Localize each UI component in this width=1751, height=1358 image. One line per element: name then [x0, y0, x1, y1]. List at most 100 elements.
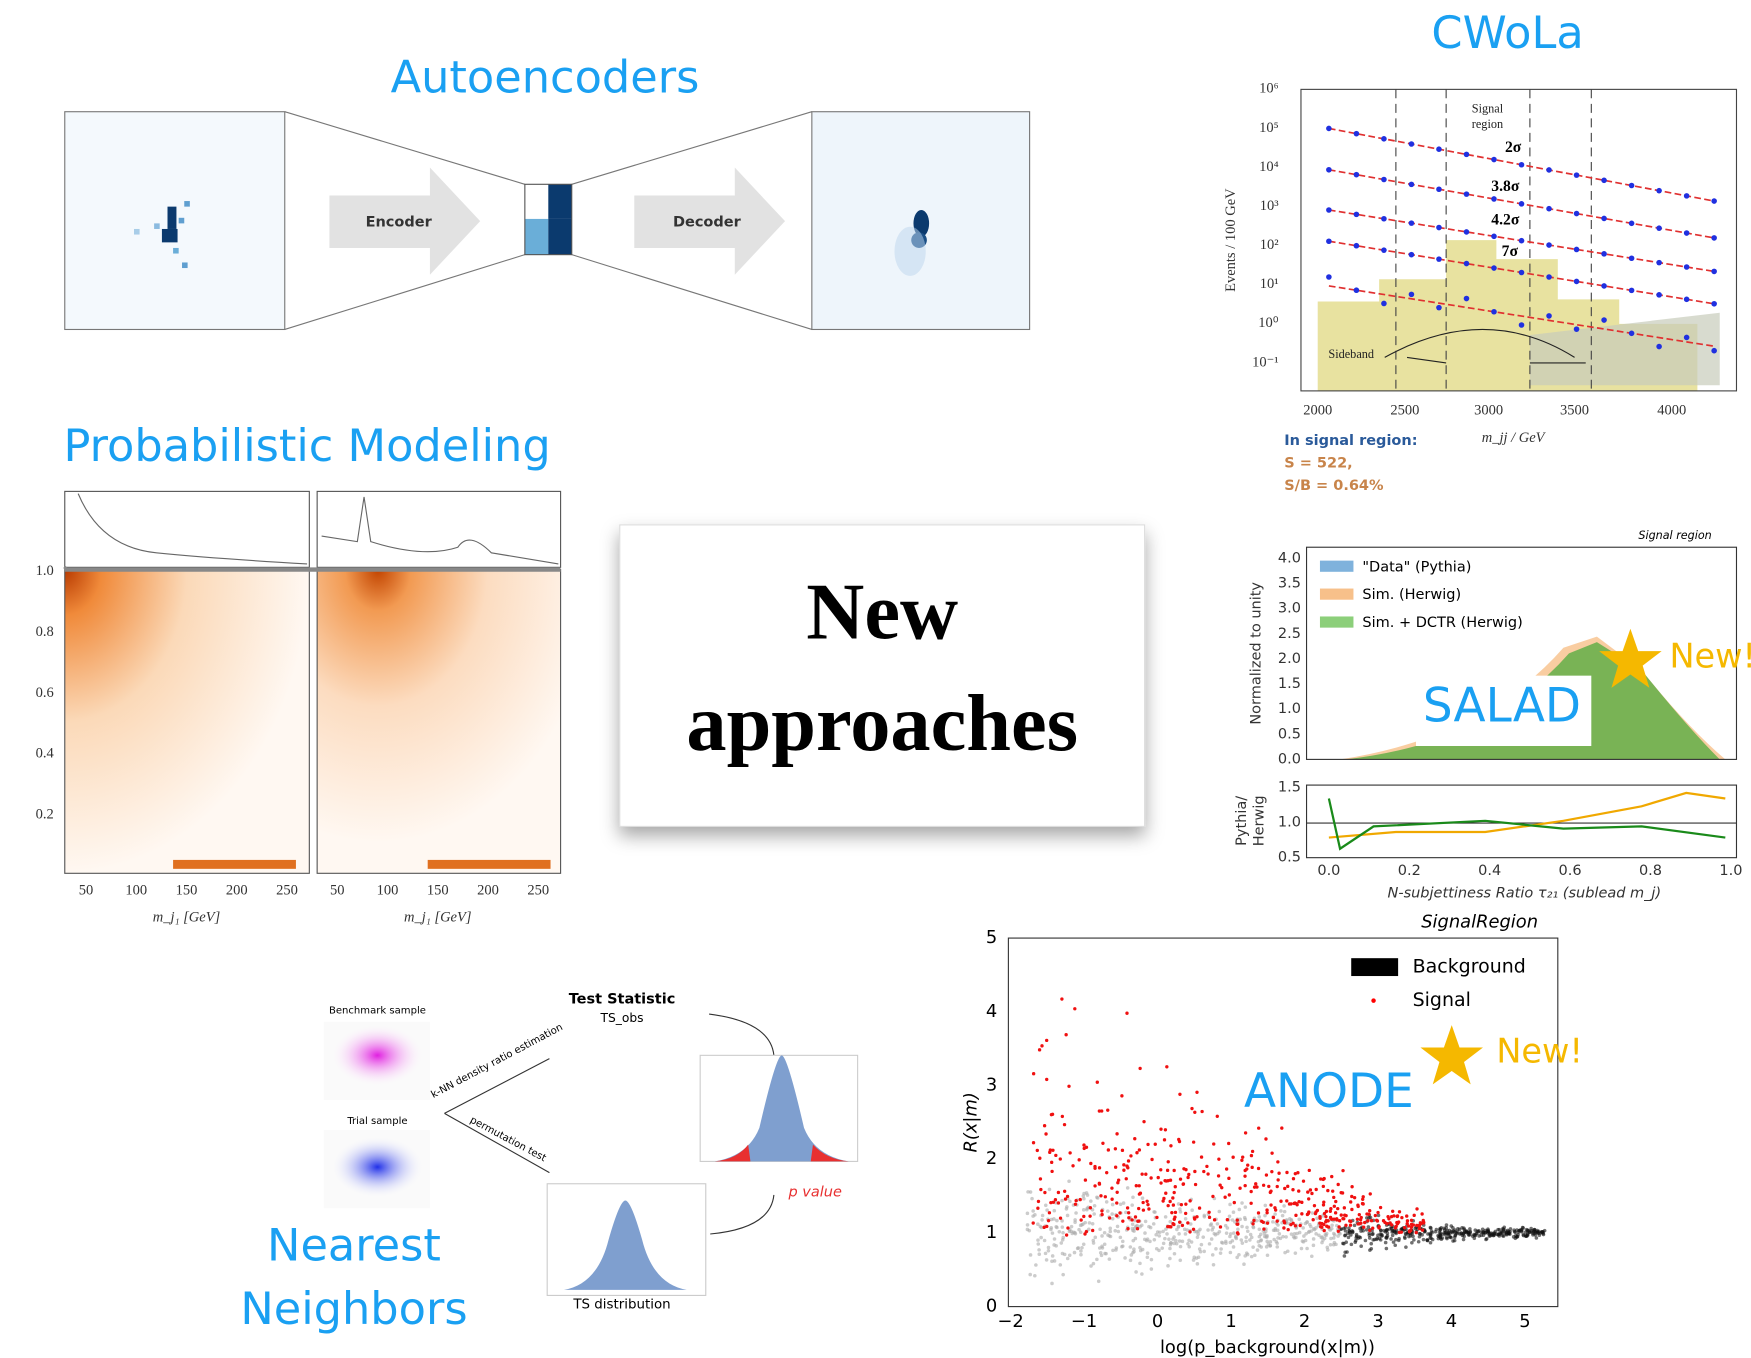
background-point [1252, 1226, 1256, 1230]
background-point [1259, 1239, 1263, 1243]
signal-point [1323, 1212, 1326, 1215]
signal-point [1341, 1169, 1344, 1172]
background-point [1240, 1201, 1244, 1205]
signal-point [1369, 1192, 1372, 1195]
signal-point [1264, 1137, 1267, 1140]
y-tick-label: 10¹ [1260, 276, 1279, 292]
background-point [1034, 1263, 1038, 1267]
background-point [1380, 1234, 1384, 1238]
signal-point [1059, 1217, 1062, 1220]
signal-point [1241, 1156, 1244, 1159]
background-point [1466, 1231, 1470, 1235]
point [1409, 292, 1415, 298]
background-point [1123, 1256, 1127, 1260]
signal-point [1057, 1201, 1060, 1204]
signal-point [1193, 1111, 1196, 1114]
signal-point [1312, 1218, 1315, 1221]
signal-point [1115, 1201, 1118, 1204]
signal-point [1420, 1212, 1423, 1215]
signal-point [1126, 1206, 1129, 1209]
background-point [1431, 1238, 1435, 1242]
signal-point [1068, 1151, 1071, 1154]
y-tick-label: 10⁶ [1259, 81, 1279, 97]
x-tick-label: −1 [1071, 1311, 1097, 1332]
signal-point [1324, 1215, 1327, 1218]
signal-point [1270, 1170, 1273, 1173]
background-point [1219, 1251, 1223, 1255]
background-point [1297, 1218, 1301, 1222]
background-point [1095, 1258, 1099, 1262]
background-point [1027, 1229, 1031, 1233]
label: p value [787, 1185, 841, 1201]
signal-point [1382, 1219, 1385, 1222]
signal-point [1282, 1219, 1285, 1222]
background-point [1053, 1237, 1057, 1241]
background-point [1516, 1235, 1520, 1239]
signal-point [1187, 1173, 1190, 1176]
background-point [1131, 1239, 1135, 1243]
background-point [1055, 1226, 1059, 1230]
background-point [1266, 1253, 1270, 1257]
background-point [1276, 1236, 1280, 1240]
legend-entry: Sim. (Herwig) [1362, 587, 1461, 603]
background-point [1507, 1231, 1511, 1235]
signal-point [1141, 1201, 1144, 1204]
signal-point [1120, 1094, 1123, 1097]
background-point [1146, 1251, 1150, 1255]
signal-point [1098, 1182, 1101, 1185]
annotation: 7σ [1502, 243, 1519, 260]
signal-point [1408, 1230, 1411, 1233]
background-point [1236, 1227, 1240, 1231]
signal-point [1032, 1141, 1035, 1144]
signal-point [1296, 1171, 1299, 1174]
signal-point [1343, 1214, 1346, 1217]
point [1601, 317, 1607, 323]
signal-point [1093, 1167, 1096, 1170]
signal-point [1356, 1222, 1359, 1225]
background-point [1275, 1245, 1279, 1249]
signal-point [1326, 1219, 1329, 1222]
signal-point [1067, 1085, 1070, 1088]
background-point [1181, 1240, 1185, 1244]
signal-point [1100, 1213, 1103, 1216]
signal-point [1405, 1214, 1408, 1217]
point [1684, 193, 1690, 199]
signal-point [1117, 1179, 1120, 1182]
background-point [1245, 1226, 1249, 1230]
background-point [1332, 1243, 1336, 1247]
background-point [1371, 1238, 1375, 1242]
background-point [1061, 1225, 1065, 1229]
background-point [1434, 1230, 1438, 1234]
background-point [1103, 1242, 1107, 1246]
background-point [1045, 1208, 1049, 1212]
background-point [1206, 1228, 1210, 1232]
point [1326, 238, 1332, 244]
signal-point [1104, 1195, 1107, 1198]
background-point [1473, 1234, 1477, 1238]
point [1601, 251, 1607, 257]
signal-point [1135, 1184, 1138, 1187]
signal-point [1225, 1167, 1228, 1170]
background-point [1132, 1250, 1136, 1254]
background-point [1342, 1242, 1346, 1246]
background-point [1041, 1214, 1045, 1218]
signal-point [1155, 1216, 1158, 1219]
signal-point [1376, 1211, 1379, 1214]
background-point [1259, 1233, 1263, 1237]
background-point [1376, 1233, 1380, 1237]
signal-point [1365, 1212, 1368, 1215]
signal-point [1265, 1173, 1268, 1176]
anode-plot [1008, 938, 1557, 1307]
background-point [1187, 1245, 1191, 1249]
signal-point [1362, 1202, 1365, 1205]
signal-point [1159, 1168, 1162, 1171]
background-point [1108, 1227, 1112, 1231]
background-point [1368, 1236, 1372, 1240]
signal-point [1250, 1154, 1253, 1157]
background-point [1300, 1247, 1304, 1251]
y-tick-label: 0.8 [36, 624, 54, 640]
background-point [1208, 1242, 1212, 1246]
signal-point [1250, 1190, 1253, 1193]
signal-point [1276, 1160, 1279, 1163]
signal-point [1228, 1193, 1231, 1196]
